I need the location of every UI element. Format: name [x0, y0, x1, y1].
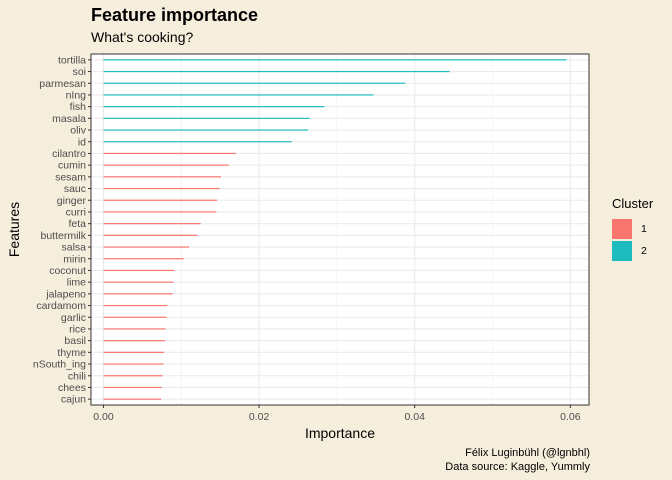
- y-tick-label: rice: [69, 323, 86, 335]
- bar-nIng: [103, 94, 374, 96]
- y-tick-label: jalapeno: [45, 288, 86, 300]
- y-tick-label: cumin: [58, 160, 86, 172]
- y-tick-label: lime: [67, 277, 86, 289]
- y-tick-label: feta: [68, 218, 86, 230]
- y-tick-label: cardamom: [36, 300, 86, 312]
- y-tick-label: soi: [73, 66, 86, 78]
- bar-buttermilk: [103, 234, 198, 236]
- bar-cilantro: [103, 152, 236, 155]
- y-tick-label: nIng: [66, 89, 87, 101]
- legend-key-1: [612, 219, 632, 239]
- chart-subtitle: What's cooking?: [91, 29, 194, 45]
- bar-cardamom: [103, 304, 168, 307]
- y-tick-label: buttermilk: [40, 230, 86, 242]
- x-axis-title: Importance: [305, 425, 375, 441]
- y-tick-label: tortilla: [58, 54, 86, 66]
- legend-item-2: 2: [612, 240, 653, 262]
- caption: Félix Luginbühl (@lgnbhl) Data source: K…: [445, 446, 590, 474]
- bar-coconut: [103, 269, 175, 272]
- y-tick-label: fish: [70, 101, 87, 113]
- y-tick-label: nSouth_ing: [33, 359, 86, 371]
- bar-basil: [103, 340, 165, 342]
- y-tick-label: thyme: [57, 347, 86, 359]
- y-axis-title: Features: [6, 202, 22, 257]
- y-tick-label: id: [78, 136, 86, 148]
- bar-oliv: [103, 129, 309, 131]
- y-tick-label: garlic: [61, 312, 86, 324]
- y-tick-label: salsa: [61, 242, 86, 254]
- bar-tortilla: [103, 59, 567, 61]
- legend: Cluster 1 2: [612, 196, 653, 262]
- caption-author: Félix Luginbühl (@lgnbhl): [465, 447, 590, 459]
- legend-title: Cluster: [612, 196, 654, 211]
- y-tick-label: coconut: [49, 265, 86, 277]
- bar-cumin: [103, 164, 229, 166]
- y-tick-label: oliv: [70, 125, 87, 137]
- bar-sauc: [103, 187, 220, 190]
- legend-item-1: 1: [612, 218, 653, 240]
- legend-label-2: 2: [641, 245, 647, 257]
- bar-thyme: [103, 351, 165, 353]
- y-tick-label: chees: [58, 382, 86, 394]
- bar-lime: [103, 281, 174, 283]
- bar-feta: [103, 223, 201, 225]
- bar-chees: [103, 386, 162, 389]
- bar-chili: [103, 375, 163, 377]
- y-tick-label: basil: [64, 335, 86, 347]
- x-tick-label: 0.06: [560, 411, 581, 423]
- bar-sesam: [103, 176, 221, 178]
- legend-key-2: [612, 241, 632, 261]
- legend-label-1: 1: [641, 223, 647, 235]
- plot-border: [90, 53, 590, 406]
- x-tick-label: 0.04: [404, 411, 425, 423]
- bar-ginger: [103, 199, 218, 201]
- y-tick-label: cilantro: [52, 148, 86, 160]
- bar-cajun: [103, 398, 162, 400]
- bar-fish: [103, 106, 325, 108]
- chart-title: Feature importance: [91, 5, 259, 25]
- y-tick-label: ginger: [57, 195, 87, 207]
- caption-source: Data source: Kaggle, Yummly: [445, 461, 590, 473]
- bar-soi: [103, 70, 450, 73]
- y-tick-label: masala: [52, 113, 86, 125]
- bar-id: [103, 141, 292, 143]
- y-tick-label: sesam: [55, 171, 86, 183]
- y-tick-label: parmesan: [39, 78, 86, 90]
- bar-jalapeno: [103, 293, 173, 295]
- y-tick-label: curri: [66, 206, 86, 218]
- bar-curri: [103, 211, 217, 213]
- plot-panel: [91, 54, 589, 405]
- y-tick-label: chili: [68, 370, 86, 382]
- x-tick-label: 0.00: [93, 411, 114, 423]
- y-tick-label: cajun: [61, 394, 86, 406]
- bar-parmesan: [103, 82, 406, 84]
- bar-masala: [103, 117, 310, 119]
- bar-nSouth_ing: [103, 363, 164, 365]
- x-tick-label: 0.02: [249, 411, 270, 423]
- y-tick-label: mirin: [63, 253, 86, 265]
- bar-garlic: [103, 316, 167, 318]
- bar-salsa: [103, 246, 190, 248]
- y-tick-label: sauc: [64, 183, 86, 195]
- bar-mirin: [103, 258, 184, 260]
- bar-rice: [103, 328, 166, 330]
